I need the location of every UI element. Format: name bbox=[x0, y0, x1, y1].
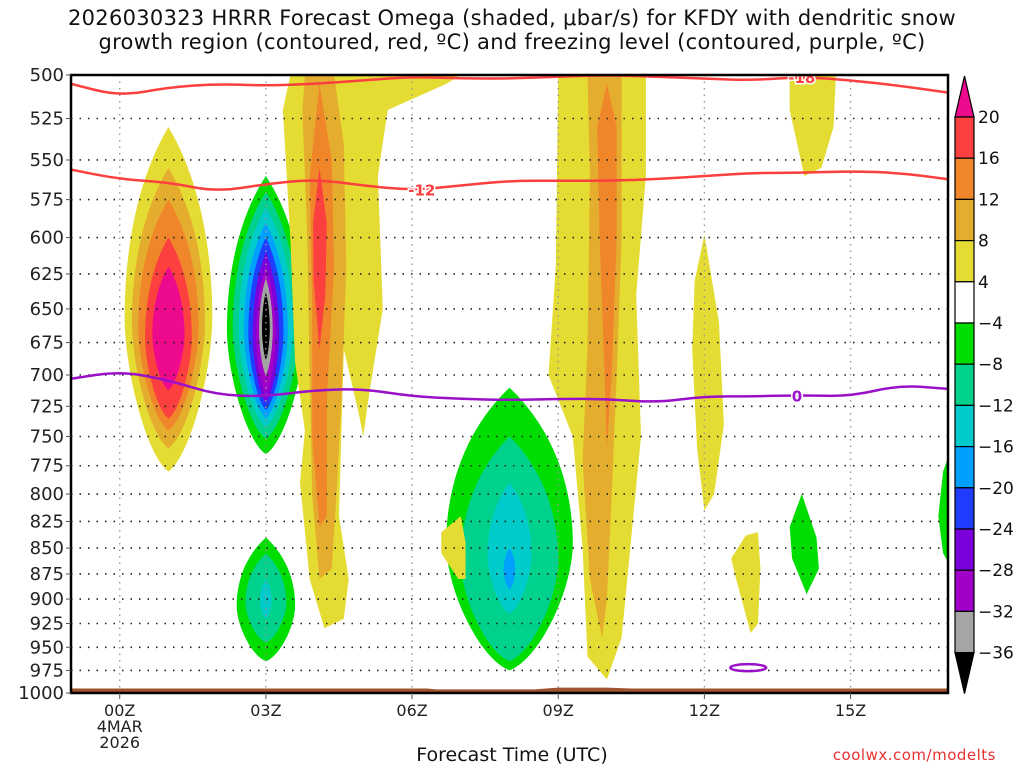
x-tick-label: 12Z bbox=[689, 701, 720, 720]
contour-label: -18 bbox=[788, 69, 815, 87]
y-tick-label: 800 bbox=[30, 484, 64, 505]
x-tick-label: 00Z bbox=[104, 701, 135, 720]
colorbar-swatch bbox=[954, 487, 975, 530]
y-tick-label: 875 bbox=[30, 564, 64, 585]
freezing-level-small-loop bbox=[728, 662, 768, 673]
chart-title-line-1: 2026030323 HRRR Forecast Omega (shaded, … bbox=[67, 6, 957, 30]
colorbar-swatch bbox=[954, 116, 975, 159]
colorbar-label: −8 bbox=[978, 355, 1003, 375]
omega-contour-fill bbox=[503, 548, 516, 590]
y-tick-label: 750 bbox=[30, 427, 64, 448]
contour-freezing-level-0 bbox=[71, 371, 948, 403]
omega-feature-downward-0800z-low bbox=[446, 387, 573, 671]
y-tick-label: 775 bbox=[30, 456, 64, 477]
credit-link[interactable]: coolwx.com/modelts bbox=[832, 746, 996, 764]
colorbar-swatch bbox=[954, 446, 975, 489]
y-tick-label: 500 bbox=[30, 65, 64, 86]
chart-title-line-2: growth region (contoured, red, ºC) and f… bbox=[98, 30, 926, 54]
omega-feature-upward-1300z bbox=[731, 532, 761, 634]
colorbar-swatch bbox=[954, 198, 975, 242]
contour-label: 0 bbox=[792, 387, 802, 405]
omega-feature-downward-1400z bbox=[789, 494, 819, 595]
colorbar-label: 4 bbox=[978, 273, 989, 293]
omega-shading bbox=[71, 75, 948, 693]
omega-feature-upward-1200z bbox=[692, 234, 724, 511]
colorbar-label: −20 bbox=[978, 479, 1014, 499]
colorbar-label: −4 bbox=[978, 314, 1003, 334]
x-tick-date-label: 4MAR bbox=[97, 717, 143, 736]
colorbar: 20 16 12 8 4 −4 −8 −12 −16 −20 −24 −28 −32 −36 bbox=[954, 75, 1014, 694]
x-axis-title: Forecast Time (UTC) bbox=[416, 744, 608, 766]
colorbar-swatch bbox=[954, 240, 975, 283]
y-tick-label: 1000 bbox=[18, 683, 64, 704]
omega-feature-upward-1000z-orange bbox=[597, 83, 617, 449]
y-tick-label: 825 bbox=[30, 511, 64, 532]
y-tick-label: 650 bbox=[30, 299, 64, 320]
colorbar-label: 20 bbox=[978, 108, 1000, 128]
y-tick-label: 575 bbox=[30, 190, 64, 211]
colorbar-swatch bbox=[954, 569, 975, 613]
colorbar-swatch bbox=[954, 404, 975, 448]
plot-frame bbox=[69, 73, 950, 695]
colorbar-label: −28 bbox=[978, 561, 1014, 581]
colorbar-label: −32 bbox=[978, 602, 1014, 622]
contour-dendritic-minus-12 bbox=[71, 168, 948, 191]
y-tick-label: 550 bbox=[30, 150, 64, 171]
y-tick-label: 675 bbox=[30, 333, 64, 354]
axes: 500 525 550 575 600 625 650 675 700 725 750 775 800 8… bbox=[18, 65, 950, 752]
y-tick-label: 850 bbox=[30, 538, 64, 559]
colorbar-swatch bbox=[954, 322, 975, 365]
colorbar-label: −12 bbox=[978, 396, 1014, 416]
y-tick-label: 625 bbox=[30, 264, 64, 285]
omega-feature-downward-1700z bbox=[938, 457, 948, 562]
colorbar-arrow-bottom bbox=[954, 652, 975, 694]
omega-feature-downward-0300z-low bbox=[236, 537, 296, 662]
x-tick-label: 06Z bbox=[396, 701, 427, 720]
y-tick-label: 525 bbox=[30, 109, 64, 130]
omega-feature-downward-min-0300z bbox=[226, 176, 305, 455]
colorbar-swatch bbox=[954, 281, 975, 324]
y-tick-label: 975 bbox=[30, 660, 64, 681]
colorbar-label: 8 bbox=[978, 232, 989, 252]
colorbar-swatch bbox=[954, 528, 975, 571]
colorbar-swatch bbox=[954, 610, 975, 654]
colorbar-label: −16 bbox=[978, 438, 1014, 458]
y-tick-label: 700 bbox=[30, 365, 64, 386]
colorbar-swatch bbox=[954, 157, 975, 200]
colorbar-label: −24 bbox=[978, 520, 1014, 540]
omega-feature-upward-1400z bbox=[789, 75, 836, 176]
contours: -18 -12 0 bbox=[71, 69, 948, 673]
y-tick-label: 950 bbox=[30, 637, 64, 658]
contour-dendritic-minus-18 bbox=[71, 75, 948, 95]
omega-contour-fill bbox=[260, 579, 272, 619]
contour-label: -12 bbox=[408, 181, 435, 199]
omega-contour-fill bbox=[152, 266, 185, 391]
y-tick-label: 600 bbox=[30, 228, 64, 249]
omega-feature-upward-0700z bbox=[441, 516, 466, 579]
colorbar-label: 16 bbox=[978, 149, 1000, 169]
colorbar-swatch bbox=[954, 363, 975, 407]
colorbar-label: −36 bbox=[978, 644, 1014, 664]
grid bbox=[71, 75, 948, 693]
x-tick-label: 03Z bbox=[250, 701, 281, 720]
omega-feature-upward-max-0100z bbox=[124, 126, 213, 472]
omega-feature-upward-column-red bbox=[313, 168, 327, 350]
colorbar-label: 12 bbox=[978, 190, 1000, 210]
ground-terrain bbox=[71, 687, 948, 693]
y-tick-label: 725 bbox=[30, 396, 64, 417]
chart-title: 2026030323 HRRR Forecast Omega (shaded, … bbox=[0, 6, 1024, 54]
x-tick-label: 09Z bbox=[543, 701, 574, 720]
y-tick-label: 925 bbox=[30, 613, 64, 634]
y-tick-label: 900 bbox=[30, 589, 64, 610]
x-tick-date-label: 2026 bbox=[99, 733, 140, 752]
colorbar-arrow-top bbox=[954, 75, 975, 118]
x-tick-label: 15Z bbox=[835, 701, 866, 720]
